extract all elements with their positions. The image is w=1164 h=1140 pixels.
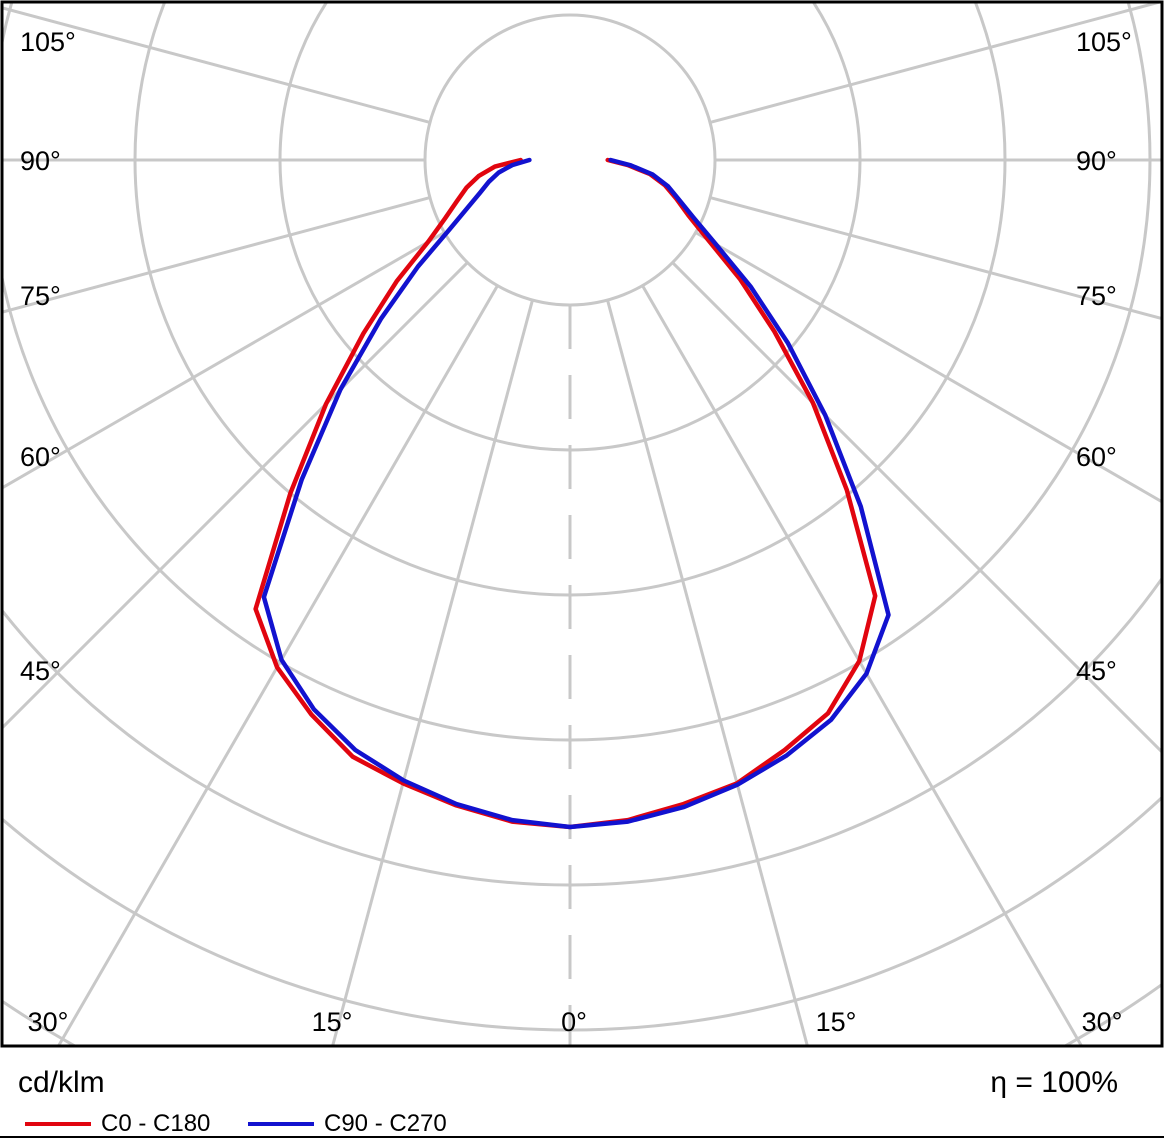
legend-item-c90-c270: C90 - C270 [248,1110,447,1138]
angle-label-bottom: 15° [312,1007,353,1037]
grid-ray [3,261,469,730]
grid-ring [3,577,1161,887]
angle-label-left: 75° [20,281,61,311]
angle-label-left: 90° [20,146,61,176]
grid-ray [641,284,1083,1045]
bottom-rule [0,1136,1164,1138]
legend-label-c0-c180: C0 - C180 [101,1110,211,1137]
angle-label-right: 75° [1076,281,1117,311]
legend-label-c90-c270: C90 - C270 [324,1110,447,1137]
grid-ring [423,13,717,307]
legend-line-blue [248,1122,314,1126]
grid-ray [3,196,431,314]
angle-label-right: 45° [1076,656,1117,686]
curve-c90-c270 [261,157,891,830]
grid-ring [3,796,1161,1032]
angle-label-bottom: 30° [28,1007,69,1037]
angle-label-left: 105° [20,27,76,57]
curve-c0-c180 [253,157,878,830]
grid-ring [3,3,1152,742]
grid-ray [709,196,1161,320]
angle-label-bottom: 30° [1082,1007,1123,1037]
grid-ray [3,231,446,490]
grid-ring [133,3,1007,597]
grid-ray [694,231,1161,503]
grid-ray [709,3,1161,124]
grid-ray [331,299,534,1045]
legend-item-c0-c180: C0 - C180 [25,1110,210,1138]
grid-ray [3,6,431,124]
angle-label-bottom: 15° [816,1007,857,1037]
angle-label-left: 45° [20,656,61,686]
angle-label-bottom: 0° [561,1007,587,1037]
grid-ray [57,284,499,1045]
units-label: cd/klm [18,1066,105,1099]
angle-label-left: 60° [20,442,61,472]
angle-label-right: 105° [1076,27,1132,57]
plot-border [0,0,1164,1048]
grid-ray [606,299,809,1045]
angle-labels: 105° 105° 90° 90° 75° 75° 60° 60° 45° 45° 30° 15° 0°… [20,27,1132,1037]
angle-label-right: 60° [1076,442,1117,472]
efficiency-label: η = 100% [990,1066,1118,1099]
legend-line-red [25,1122,91,1126]
angle-label-right: 90° [1076,146,1117,176]
